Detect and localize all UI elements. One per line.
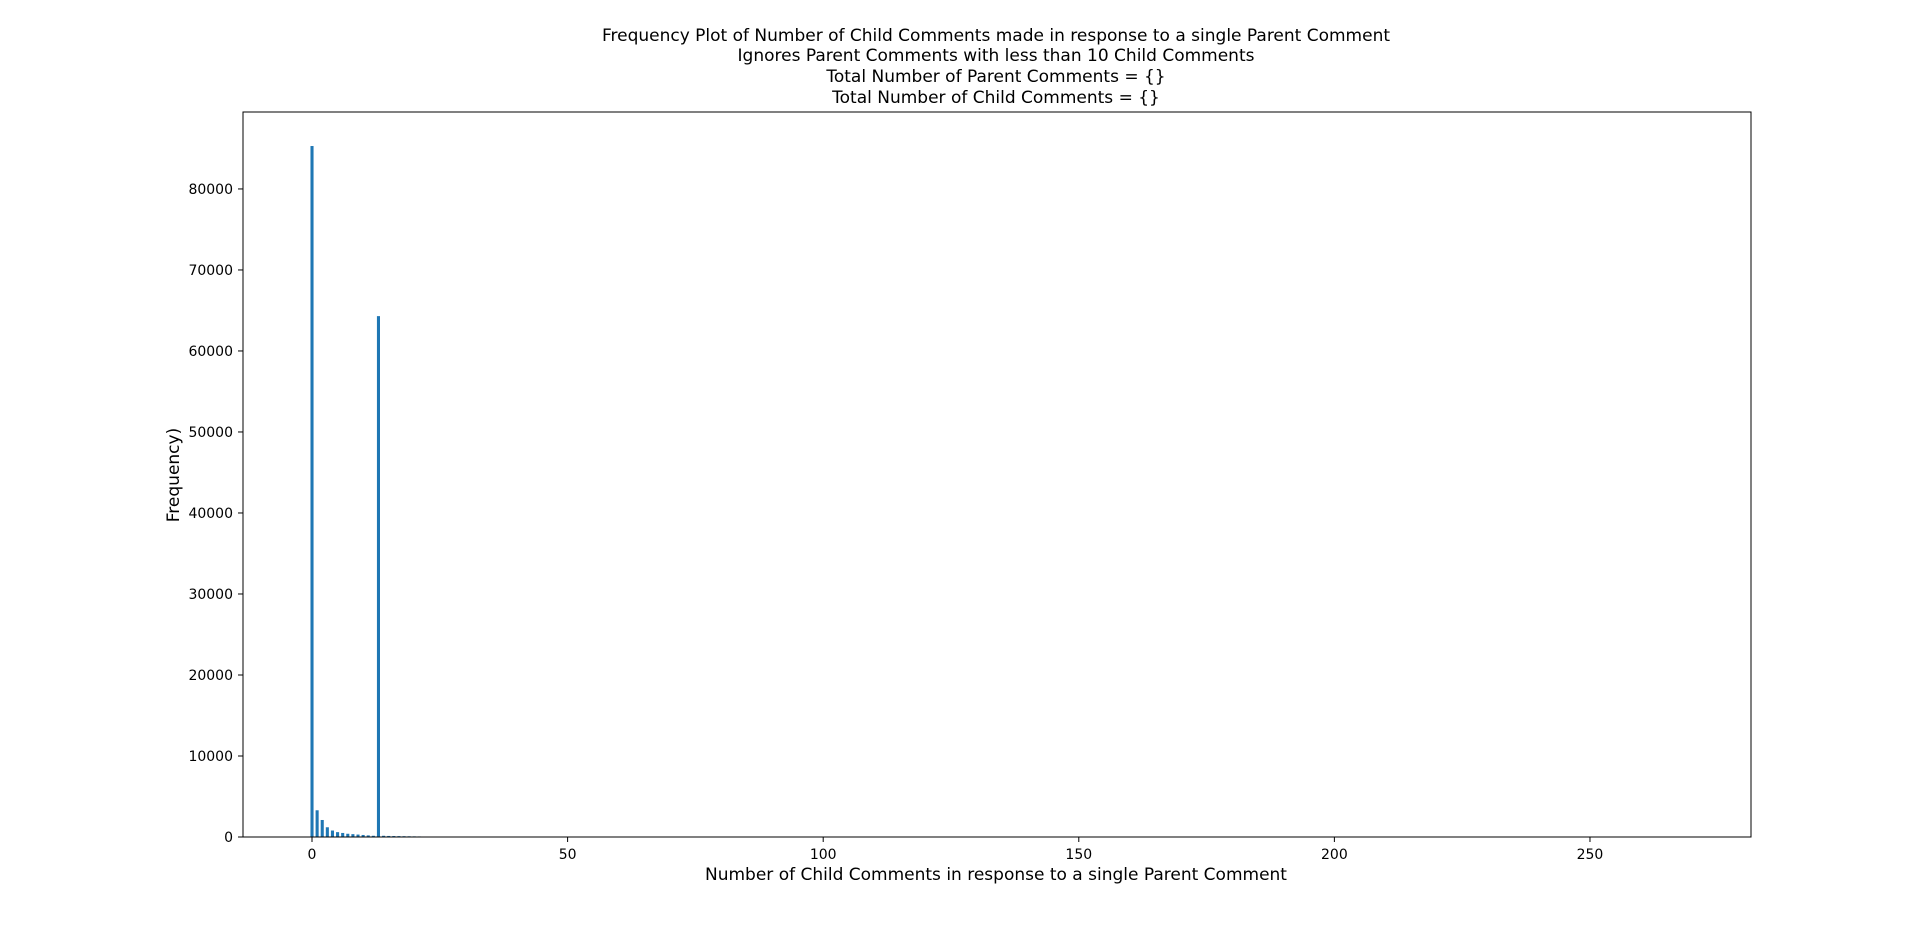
chart-title: Frequency Plot of Number of Child Commen… (602, 26, 1390, 108)
x-tick-label: 250 (1577, 847, 1604, 863)
chart-title-line-4: Total Number of Child Comments = {} (831, 88, 1160, 108)
x-tick-label: 50 (559, 847, 577, 863)
x-tick-label: 200 (1321, 847, 1348, 863)
y-tick-label: 70000 (188, 263, 233, 279)
bar (336, 832, 340, 837)
x-tick-label: 0 (308, 847, 317, 863)
y-axis-label: Frequency) (164, 428, 184, 522)
x-tick-label: 100 (810, 847, 837, 863)
bar (310, 146, 314, 837)
bar (315, 810, 319, 837)
bar (341, 832, 345, 837)
bar-series (310, 146, 432, 838)
chart-title-line-3: Total Number of Parent Comments = {} (825, 67, 1165, 87)
plot-area-frame (242, 111, 1752, 838)
bar (320, 819, 324, 837)
bar (382, 835, 386, 837)
y-tick-label: 40000 (188, 506, 233, 522)
bar (325, 827, 329, 837)
bar (376, 316, 380, 837)
bar (346, 833, 350, 837)
chart-title-line-2: Ignores Parent Comments with less than 1… (738, 46, 1255, 66)
y-tick-label: 30000 (188, 587, 233, 603)
x-tick-label: 150 (1065, 847, 1092, 863)
x-axis-ticks: 0 50 100 150 200 250 (308, 837, 1604, 863)
y-axis-ticks: 0 10000 20000 30000 40000 50000 60000 70000 8000… (188, 182, 243, 846)
y-tick-label: 80000 (188, 182, 233, 198)
y-tick-label: 0 (224, 830, 233, 846)
y-tick-label: 50000 (188, 425, 233, 441)
bar (361, 834, 365, 837)
bar (366, 835, 370, 837)
bar (330, 830, 334, 837)
y-tick-label: 20000 (188, 668, 233, 684)
chart-title-line-1: Frequency Plot of Number of Child Commen… (602, 26, 1390, 46)
bar (351, 834, 355, 837)
y-tick-label: 60000 (188, 344, 233, 360)
y-tick-label: 10000 (188, 749, 233, 765)
bar (356, 834, 360, 837)
bar (371, 835, 375, 837)
bar (387, 835, 391, 837)
x-axis-label: Number of Child Comments in response to … (705, 865, 1287, 885)
